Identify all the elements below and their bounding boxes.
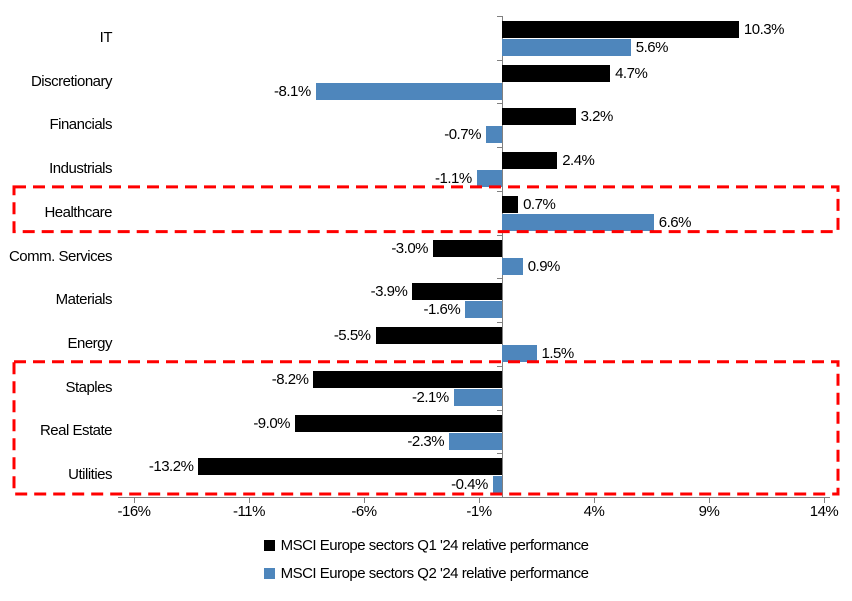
bar-q1	[295, 415, 502, 432]
bar-value-label: 2.4%	[562, 152, 595, 169]
category-label: Healthcare	[44, 203, 112, 221]
bar-value-label: -1.6%	[423, 301, 461, 318]
x-axis-tick	[364, 497, 365, 503]
bar-q1	[502, 21, 739, 38]
bar-q1	[502, 65, 611, 82]
bar-q2	[453, 389, 502, 406]
category-label: Energy	[67, 334, 112, 352]
category-boundary-tick	[497, 322, 502, 323]
category-label: Materials	[55, 291, 113, 309]
category-label: Financials	[49, 116, 112, 134]
bar-value-label: 0.9%	[527, 258, 561, 275]
bar-value-label: -0.4%	[451, 476, 488, 493]
legend: MSCI Europe sectors Q1 '24 relative perf…	[0, 533, 852, 585]
legend-label-q2: MSCI Europe sectors Q2 '24 relative perf…	[280, 564, 589, 582]
category-label: Real Estate	[39, 422, 113, 440]
bar-value-label: -0.7%	[444, 126, 481, 143]
legend-label-q1: MSCI Europe sectors Q1 '24 relative perf…	[280, 536, 589, 554]
x-tick-label: 4%	[583, 503, 605, 520]
x-tick-label: -11%	[233, 503, 265, 520]
highlight-box	[12, 185, 840, 234]
bar-q1	[502, 108, 576, 125]
x-axis-tick	[824, 497, 825, 503]
x-tick-label: 9%	[698, 503, 720, 520]
category-label: Utilities	[68, 466, 112, 484]
bar-q2	[476, 170, 502, 187]
category-boundary-tick	[497, 453, 502, 454]
bar-q1	[433, 240, 502, 257]
bar-value-label: -13.2%	[148, 458, 194, 475]
bar-value-label: -3.9%	[370, 283, 408, 300]
x-tick-label: -6%	[351, 503, 377, 520]
category-boundary-tick	[497, 497, 502, 498]
x-tick-label: -1%	[466, 503, 492, 520]
x-axis-line	[118, 497, 830, 498]
bar-q2	[502, 39, 631, 56]
bar-q1	[375, 327, 502, 344]
x-axis-tick	[134, 497, 135, 503]
bar-value-label: -2.3%	[407, 433, 445, 450]
category-boundary-tick	[497, 235, 502, 236]
bar-value-label: -3.0%	[391, 240, 428, 257]
bar-q2	[502, 214, 654, 231]
x-axis-tick	[249, 497, 250, 503]
x-tick-label: -16%	[117, 503, 151, 520]
bar-value-label: 4.7%	[615, 65, 648, 82]
bar-q1	[502, 152, 558, 169]
bar-value-label: 0.7%	[523, 196, 556, 213]
category-boundary-tick	[497, 147, 502, 148]
legend-swatch-q2	[263, 567, 275, 579]
bar-q2	[492, 476, 502, 493]
bar-value-label: -8.2%	[271, 371, 309, 388]
bar-q2	[485, 126, 502, 143]
legend-swatch-q1	[263, 539, 275, 551]
bar-q2	[465, 301, 502, 318]
category-boundary-tick	[497, 191, 502, 192]
x-axis-tick	[709, 497, 710, 503]
category-boundary-tick	[497, 410, 502, 411]
x-axis-tick	[594, 497, 595, 503]
bar-value-label: -1.1%	[435, 170, 472, 187]
x-axis-tick	[479, 497, 480, 503]
category-label: IT	[99, 28, 113, 46]
category-boundary-tick	[497, 278, 502, 279]
bar-value-label: 6.6%	[658, 214, 692, 231]
category-boundary-tick	[497, 103, 502, 104]
category-label: Industrials	[49, 160, 112, 178]
bar-value-label: -2.1%	[412, 389, 449, 406]
bar-q1	[313, 371, 502, 388]
bar-q1	[198, 458, 502, 475]
bar-value-label: -9.0%	[253, 415, 290, 432]
bar-q2	[502, 345, 537, 362]
bar-value-label: 10.3%	[743, 21, 785, 38]
zero-axis-line	[502, 16, 503, 497]
bar-q2	[449, 433, 502, 450]
category-label: Staples	[65, 378, 112, 396]
category-boundary-tick	[497, 60, 502, 61]
bar-q2	[315, 83, 502, 100]
category-label: Discretionary	[30, 72, 113, 90]
category-label: Comm. Services	[8, 247, 113, 265]
category-boundary-tick	[497, 16, 502, 17]
x-tick-label: 14%	[809, 503, 839, 520]
category-boundary-tick	[497, 366, 502, 367]
legend-item-q2: MSCI Europe sectors Q2 '24 relative perf…	[263, 561, 589, 585]
legend-item-q1: MSCI Europe sectors Q1 '24 relative perf…	[263, 533, 589, 557]
bar-value-label: -5.5%	[333, 327, 371, 344]
bar-q1	[412, 283, 502, 300]
bar-value-label: 1.5%	[541, 345, 575, 362]
bar-value-label: 3.2%	[580, 108, 614, 125]
bar-q1	[502, 196, 519, 213]
bar-value-label: -8.1%	[274, 83, 311, 100]
bar-value-label: 5.6%	[635, 39, 669, 56]
bar-q2	[502, 258, 523, 275]
